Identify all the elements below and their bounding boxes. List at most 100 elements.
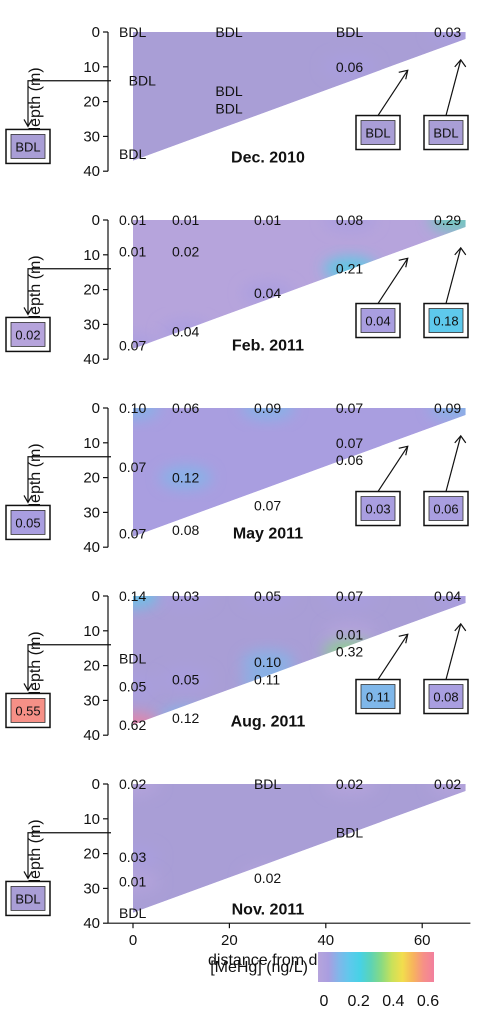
data-label: 0.07 <box>336 400 363 416</box>
y-tick-label: 20 <box>83 658 100 675</box>
inflow-swatch <box>360 120 396 145</box>
y-tick-label: 20 <box>83 846 100 863</box>
inflow-box-mid: 0.04 <box>355 257 409 339</box>
arrow-head <box>23 119 33 128</box>
concentration-blob <box>323 784 376 796</box>
data-label: 0.10 <box>254 654 281 670</box>
inflow-box-right: BDL <box>423 58 469 151</box>
panel-4: 0 10 20 30 40 depth (m) 0.02 BDL 0.02 0.02 BDL 0.03… <box>5 776 466 932</box>
panel-3: 0 10 20 30 40 depth (m) 0.14 0.03 0.05 0.07 0.04 0.… <box>5 588 469 744</box>
data-label: 0.02 <box>254 870 281 886</box>
data-label: 0.05 <box>254 588 281 604</box>
concentration-blob <box>133 845 159 870</box>
concentration-blob <box>323 596 376 608</box>
section-fill <box>133 408 466 537</box>
inflow-swatch <box>428 684 464 709</box>
y-tick-label: 40 <box>83 539 100 556</box>
concentration-blob <box>133 674 159 699</box>
inflow-value: BDL <box>365 126 390 141</box>
data-label: BDL <box>215 24 242 40</box>
section-fill <box>133 32 466 161</box>
y-axis-label: depth (m) <box>27 631 44 699</box>
inflow-value: 0.02 <box>15 327 40 342</box>
inflow-value: 0.08 <box>433 690 458 705</box>
concentration-blob <box>429 408 466 420</box>
y-axis-label: depth (m) <box>27 443 44 511</box>
inflow-value: BDL <box>433 126 458 141</box>
panel-title: May 2011 <box>233 525 303 542</box>
y-tick-label: 30 <box>83 316 100 333</box>
section-base <box>133 596 466 725</box>
inflow-arrow <box>377 257 409 304</box>
y-tick-label: 0 <box>92 24 100 41</box>
concentration-blob <box>323 54 376 79</box>
y-tick-label: 20 <box>83 282 100 299</box>
colorbar-tick-label: 0.2 <box>348 993 370 1010</box>
concentration-blob <box>133 712 159 725</box>
y-tick-label: 0 <box>92 588 100 605</box>
panel-1: 0 10 20 30 40 depth (m) 0.01 0.01 0.01 0.08 0.29 0.… <box>5 212 469 368</box>
y-tick-label: 20 <box>83 94 100 111</box>
section-base <box>133 220 466 349</box>
concentration-blob <box>133 784 159 796</box>
y-tick-label: 10 <box>83 247 100 264</box>
data-label: 0.06 <box>336 59 363 75</box>
arrow-head <box>23 307 33 316</box>
arrow-head <box>454 246 467 256</box>
data-label: BDL <box>119 146 146 162</box>
y-axis-label: depth (m) <box>27 255 44 323</box>
data-label: 0.07 <box>119 337 146 353</box>
inflow-swatch <box>360 308 396 333</box>
concentration-blob <box>133 596 159 608</box>
colorbar-swatch <box>318 952 434 982</box>
arrow-head <box>23 495 33 504</box>
data-label: BDL <box>129 73 156 89</box>
concentration-blob <box>160 667 213 692</box>
data-label: 0.04 <box>254 285 281 301</box>
inflow-box-left: BDL <box>5 80 111 165</box>
data-label: 0.01 <box>336 626 363 642</box>
panels: 0 10 20 30 40 depth (m) BDL BDL BDL 0.03 BDL 0.06 BD… <box>5 24 469 932</box>
y-tick-label: 10 <box>83 59 100 76</box>
data-label: 0.07 <box>254 497 281 513</box>
y-tick-label: 40 <box>83 351 100 368</box>
y-tick-label: 40 <box>83 163 100 180</box>
data-label: 0.02 <box>119 776 146 792</box>
concentration-blob <box>429 784 466 796</box>
inflow-arrow <box>27 456 111 502</box>
inflow-arrow <box>377 69 409 116</box>
concentration-blob <box>429 220 466 232</box>
panel-0: 0 10 20 30 40 depth (m) BDL BDL BDL 0.03 BDL 0.06 BD… <box>5 24 469 180</box>
inflow-value: 0.11 <box>366 690 390 705</box>
inflow-value: 0.18 <box>433 314 458 329</box>
data-label: 0.10 <box>119 400 146 416</box>
y-tick-label: 20 <box>83 470 100 487</box>
concentration-blob <box>133 408 159 420</box>
arrow-head <box>398 633 409 644</box>
data-label: BDL <box>254 776 281 792</box>
y-tick-label: 30 <box>83 692 100 709</box>
concentration-blob <box>133 869 159 894</box>
data-label: 0.02 <box>172 243 199 259</box>
inflow-box-left: 0.02 <box>5 268 111 353</box>
inflow-value: 0.05 <box>15 515 40 530</box>
y-tick-label: 30 <box>83 504 100 521</box>
inflow-arrow <box>445 247 462 304</box>
x-tick-label: 60 <box>414 932 431 949</box>
data-label: 0.21 <box>336 261 363 277</box>
panel-title: Nov. 2011 <box>232 901 305 918</box>
panel-title: Feb. 2011 <box>232 337 304 354</box>
inflow-swatch <box>10 134 46 159</box>
concentration-blob <box>241 650 294 675</box>
inflow-box-left: BDL <box>5 832 111 917</box>
inflow-arrow <box>27 644 111 690</box>
data-label: 0.62 <box>119 717 146 733</box>
inflow-arrow <box>377 445 409 492</box>
concentration-blob <box>241 596 294 608</box>
arrow-head <box>454 622 467 632</box>
y-axis-label: depth (m) <box>27 819 44 887</box>
data-label: 0.07 <box>336 588 363 604</box>
data-label: 0.03 <box>434 24 461 40</box>
y-tick-label: 10 <box>83 811 100 828</box>
data-label: 0.12 <box>172 470 199 486</box>
